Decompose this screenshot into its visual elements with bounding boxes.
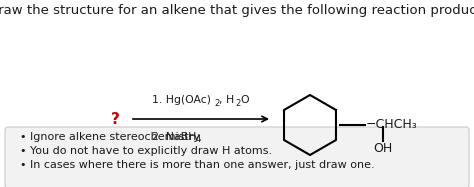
Text: 2: 2 bbox=[214, 99, 219, 108]
Text: , H: , H bbox=[219, 95, 234, 105]
Text: ?: ? bbox=[110, 111, 119, 126]
Text: 2: 2 bbox=[235, 99, 240, 108]
Text: 1. Hg(OAc): 1. Hg(OAc) bbox=[152, 95, 211, 105]
Text: 4: 4 bbox=[196, 135, 201, 144]
Text: O: O bbox=[240, 95, 249, 105]
Text: Draw the structure for an alkene that gives the following reaction product.: Draw the structure for an alkene that gi… bbox=[0, 4, 474, 17]
Text: −CHCH₃: −CHCH₃ bbox=[366, 117, 418, 131]
Text: • In cases where there is more than one answer, just draw one.: • In cases where there is more than one … bbox=[20, 160, 374, 170]
Text: OH: OH bbox=[374, 142, 392, 155]
Text: • Ignore alkene stereochemistry.: • Ignore alkene stereochemistry. bbox=[20, 132, 202, 142]
Text: • You do not have to explicitly draw H atoms.: • You do not have to explicitly draw H a… bbox=[20, 146, 272, 156]
FancyBboxPatch shape bbox=[5, 127, 469, 187]
Text: 2. NaBH: 2. NaBH bbox=[152, 132, 196, 142]
